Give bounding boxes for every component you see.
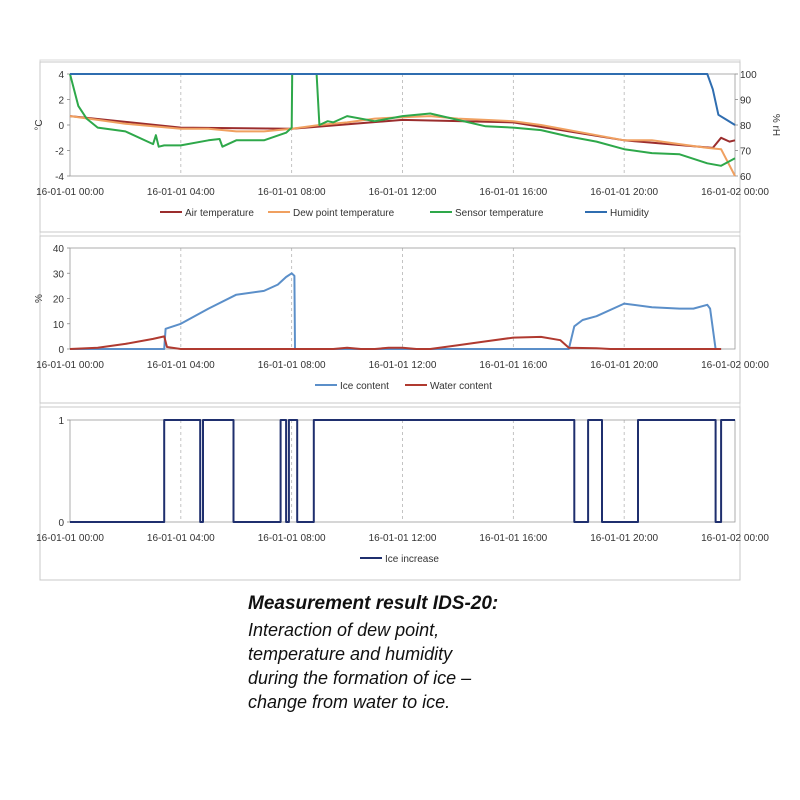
series-line-ice-content: [70, 272, 722, 350]
y2-tick-label: 70: [740, 147, 752, 158]
y2-tick-label: 60: [740, 172, 752, 183]
x-tick-label: 16-01-01 08:00: [258, 533, 326, 544]
y-tick-label: 0: [58, 518, 64, 529]
y2-axis-label: % rH: [770, 114, 781, 136]
x-tick-label: 16-01-01 12:00: [369, 360, 437, 371]
y-tick-label: 0: [58, 121, 64, 132]
legend-label-humidity: Humidity: [610, 208, 649, 219]
y-tick-label: 30: [53, 269, 65, 280]
x-tick-label: 16-01-01 00:00: [36, 187, 104, 198]
y2-tick-label: 80: [740, 121, 752, 132]
y-axis-label: °C: [34, 119, 45, 130]
legend-label-ice-content: Ice content: [340, 381, 389, 392]
x-tick-label: 16-01-01 04:00: [147, 533, 215, 544]
series-line-dew-point-temperature: [69, 115, 736, 177]
y-axis-label: %: [34, 294, 45, 303]
figure-caption: Measurement result IDS-20: Interaction o…: [248, 592, 768, 714]
y-tick-label: 10: [53, 320, 65, 331]
legend-label-water-content: Water content: [430, 381, 492, 392]
y-tick-label: -4: [55, 172, 64, 183]
y-tick-label: 1: [58, 416, 64, 427]
y-tick-label: 0: [58, 345, 64, 356]
caption-title: Measurement result IDS-20:: [248, 593, 499, 614]
ice-increase-panel: 1 0 16-01-01 00:00 16-01-01 04:00 16-01-01 0…: [36, 406, 769, 581]
x-tick-label: 16-01-01 12:00: [369, 187, 437, 198]
y-tick-label: 20: [53, 295, 65, 306]
series-line-water-content: [69, 335, 722, 350]
y-tick-label: -2: [55, 147, 64, 158]
x-tick-label: 16-01-01 00:00: [36, 360, 104, 371]
panel-frame: [39, 61, 741, 233]
x-tick-label: 16-01-01 20:00: [590, 360, 658, 371]
x-tick-label: 16-01-01 04:00: [147, 187, 215, 198]
temperature-humidity-panel: 4 2 0 -2 -4 100 90 80 70 60 °C % rH 16-01-01 00:00 16…: [34, 61, 781, 233]
x-tick-label: 16-01-01 00:00: [36, 533, 104, 544]
y-tick-label: 2: [58, 96, 64, 107]
x-tick-label: 16-01-01 16:00: [479, 187, 547, 198]
x-tick-label: 16-01-01 20:00: [590, 533, 658, 544]
ice-water-content-panel: 40 30 20 10 0% 16-01-01 00:00 16-01-01 04:00 16…: [34, 235, 769, 404]
x-tick-label: 16-01-01 08:00: [258, 187, 326, 198]
caption-line-3: during the formation of ice –: [248, 668, 472, 688]
x-tick-label: 16-01-01 16:00: [479, 360, 547, 371]
panel-frame: [39, 235, 741, 404]
x-tick-label: 16-01-02 00:00: [701, 360, 769, 371]
caption-line-2: temperature and humidity: [248, 644, 453, 664]
caption-line-1: Interaction of dew point,: [248, 620, 440, 640]
series-line-humidity: [70, 73, 736, 126]
y2-tick-label: 100: [740, 70, 757, 81]
y2-tick-label: 90: [740, 96, 752, 107]
x-tick-label: 16-01-01 04:00: [147, 360, 215, 371]
x-tick-label: 16-01-01 08:00: [258, 360, 326, 371]
series-line-air-temperature: [69, 115, 736, 149]
legend-label-ice-increase: Ice increase: [385, 554, 439, 565]
legend-label-air-temperature: Air temperature: [185, 208, 254, 219]
x-tick-label: 16-01-01 12:00: [369, 533, 437, 544]
legend-label-dew-point-temperature: Dew point temperature: [293, 208, 395, 219]
x-tick-label: 16-01-01 16:00: [479, 533, 547, 544]
x-tick-label: 16-01-02 00:00: [701, 187, 769, 198]
caption-line-4: change from water to ice.: [248, 692, 451, 712]
x-tick-label: 16-01-01 20:00: [590, 187, 658, 198]
series-line-ice-increase: [70, 419, 735, 523]
panel-frame: [39, 406, 741, 581]
x-tick-label: 16-01-02 00:00: [701, 533, 769, 544]
legend-label-sensor-temperature: Sensor temperature: [455, 208, 544, 219]
charts-border-left: [39, 59, 741, 581]
y-tick-label: 40: [53, 244, 65, 255]
y-tick-label: 4: [58, 70, 64, 81]
